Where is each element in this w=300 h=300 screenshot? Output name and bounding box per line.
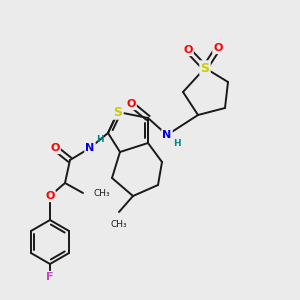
- Text: CH₃: CH₃: [111, 220, 127, 229]
- Text: H: H: [173, 139, 181, 148]
- Text: O: O: [45, 191, 55, 201]
- Text: F: F: [46, 272, 54, 282]
- Text: S: S: [113, 106, 122, 118]
- Text: O: O: [213, 43, 223, 53]
- Text: H: H: [96, 136, 104, 145]
- Text: O: O: [50, 143, 60, 153]
- Text: S: S: [200, 61, 209, 74]
- Text: N: N: [162, 130, 172, 140]
- Text: O: O: [126, 99, 136, 109]
- Text: CH₃: CH₃: [93, 188, 110, 197]
- Text: O: O: [183, 45, 193, 55]
- Text: N: N: [85, 143, 94, 153]
